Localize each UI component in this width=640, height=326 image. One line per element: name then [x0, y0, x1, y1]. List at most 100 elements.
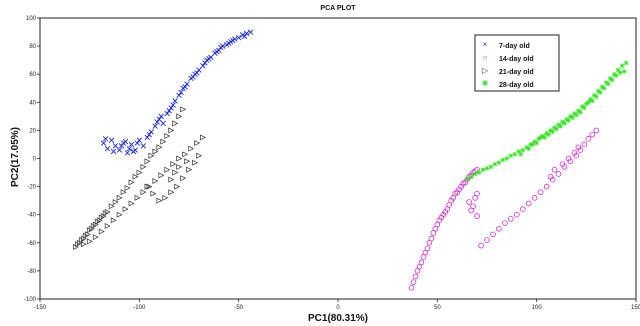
- series-3-point-43: [116, 211, 123, 218]
- legend-label-21-day: 21-day old: [499, 69, 534, 76]
- legend-marker-21-day: ▷: [482, 66, 489, 75]
- series-3-point-59: [150, 190, 157, 197]
- series-2-point-60: [585, 136, 592, 142]
- series-3-point-34: [94, 218, 101, 225]
- series-1-point-57: [178, 89, 184, 96]
- series-3-point-62: [168, 189, 175, 196]
- series-1-point-52: [122, 138, 129, 145]
- series-4-point-20: [540, 133, 546, 139]
- series-1-point-10: [136, 137, 143, 143]
- series-2-point-68: [575, 144, 582, 151]
- series-1-point-11: [140, 143, 147, 149]
- series-2-point-6: [418, 259, 425, 266]
- y-tick-label: -40: [27, 213, 36, 219]
- series-4-point-13: [512, 151, 518, 157]
- series-3-point-55: [188, 145, 195, 152]
- series-2-point-3: [412, 273, 419, 280]
- series-1-point-40: [110, 148, 117, 155]
- series-4-point-8: [492, 161, 498, 167]
- series-4-point-58: [546, 132, 551, 138]
- series-2-point-42: [484, 237, 490, 243]
- legend-marker-28-day: ✱: [482, 79, 489, 88]
- x-tick-label: -100: [133, 305, 146, 311]
- series-3-point-39: [92, 234, 99, 241]
- series-1-point-44: [158, 113, 164, 120]
- series-4-point-60: [562, 120, 567, 126]
- y-tick-label: 20: [29, 128, 36, 134]
- legend-box: [474, 34, 560, 92]
- legend-marker-14-day: ○: [483, 53, 488, 62]
- series-3-point-21: [152, 148, 159, 155]
- series-4-point-55: [621, 68, 627, 74]
- series-2-point-2: [410, 279, 417, 285]
- series-2-point-45: [502, 220, 508, 226]
- series-3-point-63: [174, 183, 181, 190]
- series-3-point-45: [128, 200, 135, 207]
- series-1-point-20: [176, 92, 182, 98]
- x-tick-label: 50: [434, 305, 441, 311]
- x-tick-label: 0: [336, 305, 340, 311]
- series-4-point-42: [518, 151, 524, 157]
- series-3-point-28: [180, 106, 187, 113]
- series-3-point-26: [172, 120, 179, 127]
- series-3-point-18: [140, 163, 147, 170]
- series-4-point-24: [556, 122, 561, 128]
- series-1-point-55: [154, 119, 160, 125]
- series-4-point-47: [558, 123, 563, 129]
- series-3-point-56: [194, 140, 201, 147]
- series-2-point-44: [496, 225, 502, 232]
- series-3-point-37: [80, 241, 87, 248]
- series-4-point-48: [566, 118, 571, 123]
- series-1-point-2: [104, 145, 111, 152]
- series-4-point-23: [552, 125, 557, 130]
- x-tick-label: -150: [34, 305, 47, 311]
- series-3-point-23: [160, 138, 167, 145]
- series-4-point-43: [526, 146, 532, 152]
- series-3-point-64: [180, 175, 187, 182]
- series-3-point-30: [78, 237, 85, 243]
- series-3-point-70: [176, 163, 183, 170]
- series-3-point-41: [104, 222, 111, 229]
- series-4-point-34: [595, 88, 601, 94]
- series-2-point-54: [555, 171, 562, 177]
- series-4-point-49: [574, 112, 579, 118]
- series-1-point-1: [100, 140, 107, 146]
- y-tick-label: -20: [27, 185, 36, 191]
- series-2-point-65: [559, 161, 566, 167]
- series-1-point-4: [112, 143, 119, 149]
- series-2-point-61: [589, 131, 596, 138]
- series-3-point-22: [156, 144, 163, 151]
- legend-label-7-day: 7-day old: [499, 43, 530, 50]
- series-4-point-7: [488, 164, 494, 170]
- series-1-point-3: [108, 137, 115, 143]
- series-4-point-15: [520, 147, 526, 153]
- series-2-point-51: [537, 189, 544, 196]
- series-4-point-18: [532, 139, 538, 145]
- series-2-point-41: [478, 242, 484, 249]
- series-3-point-61: [162, 194, 169, 201]
- series-2-point-64: [551, 166, 558, 173]
- series-4-point-10: [500, 157, 506, 163]
- series-4-point-25: [560, 119, 565, 125]
- series-2-point-67: [571, 150, 578, 156]
- series-4-point-51: [589, 98, 595, 104]
- series-4-point-21: [544, 130, 549, 136]
- series-2-point-36: [470, 203, 476, 210]
- series-2-point-37: [466, 199, 472, 205]
- series-4-point-2: [468, 174, 474, 180]
- series-3-point-46: [134, 194, 141, 201]
- series-3-point-20: [148, 152, 155, 159]
- series-3-point-31: [82, 232, 89, 239]
- series-3-point-29: [74, 241, 81, 248]
- series-2-point-59: [581, 141, 588, 148]
- series-4-point-41: [623, 60, 629, 66]
- series-1-point-43: [134, 140, 141, 146]
- series-3-point-16: [132, 173, 139, 180]
- series-4-point-40: [619, 63, 625, 69]
- series-3-point-52: [170, 161, 177, 168]
- series-4-point-52: [597, 90, 603, 95]
- y-tick-label: -60: [27, 241, 36, 247]
- series-3-point-44: [122, 206, 129, 213]
- series-2-point-47: [513, 211, 520, 218]
- series-1-point-39: [102, 136, 109, 142]
